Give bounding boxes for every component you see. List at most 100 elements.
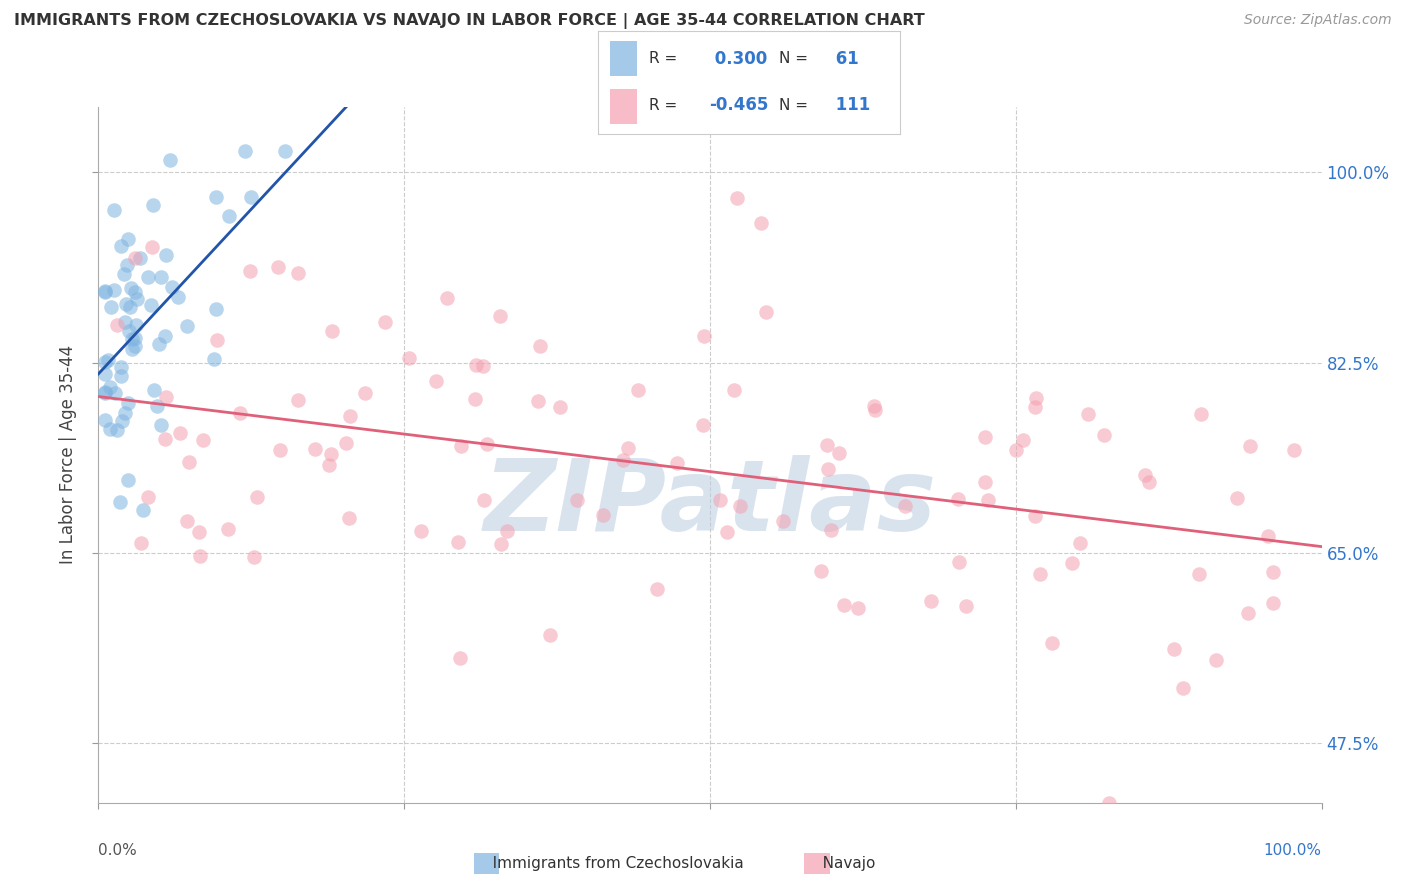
Point (121, 342, 143, 356)
Point (115, 258, 138, 272)
Point (617, 441, 640, 455)
Point (238, 263, 260, 277)
Point (127, 292, 149, 306)
Point (1163, 641, 1185, 656)
Point (496, 524, 519, 538)
Point (111, 414, 134, 428)
Point (1187, 566, 1209, 581)
Text: 0.300: 0.300 (710, 50, 768, 68)
FancyBboxPatch shape (610, 88, 637, 124)
Point (1040, 636, 1063, 650)
Point (374, 314, 396, 328)
Point (548, 400, 571, 414)
Point (974, 475, 997, 490)
Point (93, 413, 115, 427)
Point (239, 190, 262, 204)
Point (243, 549, 266, 564)
Point (136, 490, 159, 504)
Point (93, 284, 115, 298)
Point (665, 456, 688, 470)
Point (233, 144, 256, 158)
Point (118, 324, 141, 338)
Point (977, 493, 1000, 508)
Point (319, 447, 342, 461)
Text: 111: 111 (831, 96, 870, 114)
Text: Navajo: Navajo (808, 856, 876, 871)
Point (472, 359, 495, 374)
Point (1005, 442, 1028, 457)
Point (110, 368, 132, 383)
Point (863, 403, 886, 417)
Text: N =: N = (779, 52, 813, 66)
Point (772, 514, 794, 528)
FancyBboxPatch shape (610, 42, 637, 77)
Point (489, 537, 512, 551)
Point (318, 458, 340, 473)
Point (1226, 491, 1249, 505)
Point (1062, 556, 1084, 570)
Point (103, 283, 125, 297)
Text: 0.0%: 0.0% (98, 843, 138, 858)
Point (1029, 567, 1052, 582)
Point (862, 399, 884, 413)
Point (894, 500, 917, 514)
Point (627, 384, 650, 398)
Point (124, 285, 146, 299)
Point (162, 280, 184, 294)
Point (129, 252, 152, 266)
Point (449, 651, 471, 665)
Point (117, 396, 139, 410)
Point (124, 339, 146, 353)
Point (1069, 536, 1091, 550)
Point (1024, 400, 1046, 414)
Point (129, 535, 152, 549)
Point (1137, 475, 1160, 489)
Point (946, 491, 969, 506)
Point (425, 375, 447, 389)
Text: ZIPatlas: ZIPatlas (484, 455, 936, 552)
Point (149, 269, 172, 284)
Point (125, 318, 148, 333)
Point (108, 494, 131, 508)
Point (1011, 433, 1033, 447)
Point (529, 339, 551, 353)
Point (749, 216, 772, 230)
Point (267, 260, 290, 274)
Text: Source: ZipAtlas.com: Source: ZipAtlas.com (1244, 13, 1392, 28)
Point (450, 439, 472, 453)
Point (150, 417, 173, 432)
Point (117, 474, 139, 488)
Point (592, 508, 614, 522)
Point (304, 442, 326, 456)
Point (716, 525, 738, 540)
Point (612, 453, 634, 467)
Point (98, 380, 121, 394)
Point (105, 423, 128, 437)
Point (218, 209, 240, 223)
Point (409, 524, 432, 538)
Point (472, 493, 495, 508)
Point (1263, 597, 1285, 611)
Text: Immigrants from Czechoslovakia: Immigrants from Czechoslovakia (478, 856, 744, 871)
Point (692, 418, 714, 433)
Point (436, 291, 458, 305)
Point (817, 462, 839, 476)
Point (1237, 606, 1260, 620)
Point (124, 251, 146, 265)
Point (321, 325, 343, 339)
Text: 100.0%: 100.0% (1264, 843, 1322, 858)
Point (124, 331, 146, 345)
Point (1257, 529, 1279, 543)
Point (693, 329, 716, 343)
Point (155, 390, 177, 404)
Point (527, 393, 550, 408)
Point (1261, 565, 1284, 579)
Point (145, 399, 167, 413)
Point (121, 332, 143, 346)
Point (93, 386, 115, 401)
Point (1282, 442, 1305, 457)
Point (93, 354, 115, 368)
Point (217, 522, 239, 536)
Point (205, 333, 228, 347)
Point (565, 493, 588, 508)
